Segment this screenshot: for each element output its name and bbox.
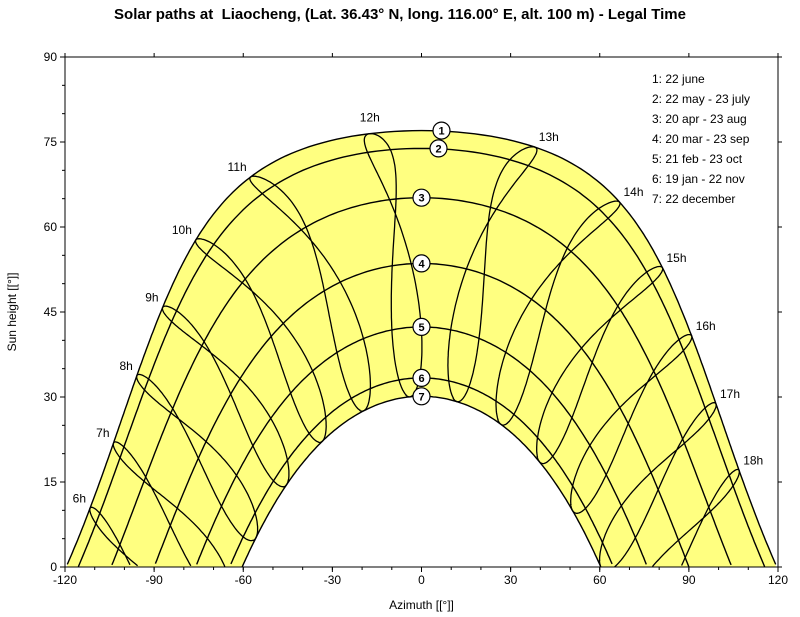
- x-tick-label: -90: [145, 573, 163, 587]
- legend-entry-6: 6: 19 jan - 22 nov: [652, 172, 745, 186]
- x-tick-label: 90: [682, 573, 696, 587]
- legend-entry-3: 3: 20 apr - 23 aug: [652, 112, 747, 126]
- day-path-marker-4: [412, 254, 431, 273]
- day-path-number-4: 4: [418, 258, 425, 270]
- y-tick-label: 15: [44, 475, 58, 489]
- day-path-marker-5: [412, 317, 431, 336]
- hour-line-10: [194, 238, 327, 444]
- hour-label-6h: 6h: [73, 491, 86, 505]
- y-tick-label: 75: [44, 135, 58, 149]
- hour-line-18: [651, 468, 740, 567]
- day-path-number-2: 2: [435, 143, 441, 155]
- day-path-1: [66, 129, 777, 565]
- hour-label-15h: 15h: [667, 251, 687, 265]
- day-path-2: [77, 147, 766, 567]
- hour-label-17h: 17h: [720, 387, 740, 401]
- hour-label-10h: 10h: [172, 223, 192, 237]
- y-tick-label: 60: [44, 220, 58, 234]
- legend-entry-4: 4: 20 mar - 23 sep: [652, 132, 750, 146]
- day-path-number-7: 7: [418, 391, 424, 403]
- x-tick-label: 30: [504, 573, 518, 587]
- day-path-number-3: 3: [418, 193, 424, 205]
- y-tick-label: 45: [44, 305, 58, 319]
- day-path-marker-3: [412, 188, 431, 207]
- day-path-markers: 1 2 3 4 5 6 7: [412, 121, 451, 406]
- chart-title: Solar paths at Liaocheng, (Lat. 36.43° N…: [114, 6, 686, 23]
- day-path-number-1: 1: [438, 126, 444, 138]
- day-path-marker-2: [429, 139, 448, 158]
- hour-line-15: [536, 265, 664, 465]
- x-tick-label: 120: [768, 573, 788, 587]
- x-tick-label: 60: [593, 573, 607, 587]
- day-path-number-5: 5: [418, 322, 424, 334]
- hour-label-16h: 16h: [696, 319, 716, 333]
- day-path-marker-1: [432, 121, 451, 140]
- legend-entry-5: 5: 21 feb - 23 oct: [652, 152, 743, 166]
- hour-line-11: [249, 175, 372, 412]
- hour-label-8h: 8h: [119, 359, 132, 373]
- hour-line-16: [569, 333, 693, 514]
- legend-entry-1: 1: 22 june: [652, 72, 705, 86]
- hour-line-14: [495, 200, 621, 426]
- hour-label-14h: 14h: [624, 185, 644, 199]
- day-path-marker-7: [412, 387, 431, 406]
- hour-label-11h: 11h: [228, 160, 247, 174]
- x-tick-label: 0: [418, 573, 425, 587]
- x-axis-label: Azimuth [[°]]: [389, 598, 454, 612]
- hour-lines: [89, 132, 740, 568]
- hour-line-7: [112, 441, 226, 567]
- legend-entry-2: 2: 22 may - 23 july: [652, 92, 750, 106]
- hour-label-12h: 12h: [360, 111, 380, 125]
- hour-labels: 6h 7h 8h 9h 10h 11h 12h 13h 14h 15h 16h 17h 18h: [73, 111, 764, 506]
- hour-label-9h: 9h: [145, 291, 158, 305]
- x-tick-label: -30: [324, 573, 342, 587]
- day-path-marker-6: [412, 368, 431, 387]
- y-tick-label: 0: [50, 560, 57, 574]
- legend: 1: 22 june 2: 22 may - 23 july 3: 20 apr -…: [652, 72, 750, 206]
- y-tick-label: 90: [44, 50, 58, 64]
- hour-line-13: [447, 146, 538, 403]
- hour-label-13h: 13h: [539, 130, 559, 144]
- hour-line-9: [161, 305, 290, 488]
- y-axis-label: Sun height [[°]]: [5, 273, 19, 352]
- y-tick-label: 30: [44, 390, 58, 404]
- x-tick-label: -120: [53, 573, 77, 587]
- hour-label-18h: 18h: [743, 454, 763, 468]
- legend-entry-7: 7: 22 december: [652, 192, 735, 206]
- hour-line-8: [135, 373, 259, 542]
- day-path-number-6: 6: [418, 373, 424, 385]
- x-tick-label: -60: [235, 573, 253, 587]
- hour-label-7h: 7h: [96, 426, 109, 440]
- hour-line-12: [363, 132, 423, 398]
